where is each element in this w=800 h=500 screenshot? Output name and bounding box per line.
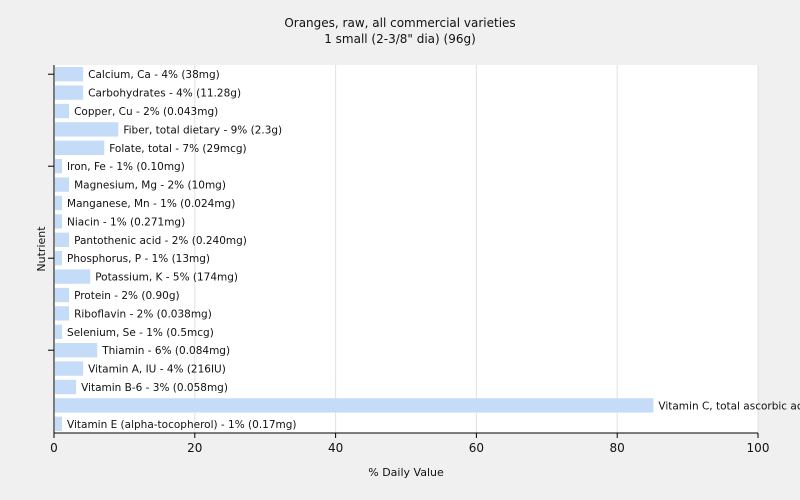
bar-label: Carbohydrates - 4% (11.28g) bbox=[88, 88, 241, 100]
bar bbox=[55, 251, 63, 266]
bar-label: Niacin - 1% (0.271mg) bbox=[67, 216, 185, 228]
x-tick-label: 80 bbox=[610, 441, 625, 455]
bar bbox=[55, 140, 105, 155]
bar bbox=[55, 287, 70, 303]
bar bbox=[55, 195, 63, 211]
bar-label: Riboflavin - 2% (0.038mg) bbox=[74, 308, 212, 320]
bar bbox=[55, 67, 84, 82]
bar bbox=[55, 85, 84, 100]
bar-label: Phosphorus, P - 1% (13mg) bbox=[67, 253, 210, 265]
bar bbox=[55, 177, 70, 192]
x-axis-title: % Daily Value bbox=[368, 466, 444, 479]
bar-label: Potassium, K - 5% (174mg) bbox=[95, 272, 238, 284]
bar bbox=[55, 343, 98, 358]
bar bbox=[55, 398, 654, 413]
y-axis-title: Nutrient bbox=[35, 226, 48, 272]
bar bbox=[55, 379, 77, 395]
plot-area bbox=[54, 65, 758, 433]
bar bbox=[55, 232, 70, 247]
bar bbox=[55, 416, 63, 431]
bar bbox=[55, 361, 84, 376]
bar-label: Protein - 2% (0.90g) bbox=[74, 290, 180, 302]
bar bbox=[55, 103, 70, 119]
chart-title: Oranges, raw, all commercial varieties bbox=[284, 16, 516, 30]
x-tick-label: 20 bbox=[187, 441, 202, 455]
bar bbox=[55, 324, 63, 339]
bar-label: Calcium, Ca - 4% (38mg) bbox=[88, 69, 220, 81]
chart-title-block: Oranges, raw, all commercial varieties 1… bbox=[0, 15, 800, 47]
bar-label: Iron, Fe - 1% (0.10mg) bbox=[67, 161, 185, 173]
axes: 0 20 40 60 80 100 bbox=[48, 65, 769, 455]
bar-label: Magnesium, Mg - 2% (10mg) bbox=[74, 180, 226, 192]
bar bbox=[55, 159, 63, 174]
bar-label: Vitamin B-6 - 3% (0.058mg) bbox=[81, 382, 228, 394]
x-tick-label: 100 bbox=[747, 441, 770, 455]
x-tick-label: 40 bbox=[328, 441, 343, 455]
bar bbox=[55, 306, 70, 321]
bar-label: Manganese, Mn - 1% (0.024mg) bbox=[67, 198, 235, 210]
bar-label: Selenium, Se - 1% (0.5mcg) bbox=[67, 327, 214, 339]
bar-label: Fiber, total dietary - 9% (2.3g) bbox=[123, 124, 282, 136]
bar-label: Folate, total - 7% (29mcg) bbox=[109, 143, 246, 155]
chart-subtitle: 1 small (2-3/8" dia) (96g) bbox=[324, 32, 476, 46]
x-tick-label: 60 bbox=[469, 441, 484, 455]
bar-label: Thiamin - 6% (0.084mg) bbox=[101, 345, 230, 357]
bar bbox=[55, 269, 91, 284]
bar-label: Vitamin A, IU - 4% (216IU) bbox=[88, 364, 226, 376]
bar bbox=[55, 214, 63, 229]
bar bbox=[55, 122, 119, 137]
x-tick-label: 0 bbox=[50, 441, 58, 455]
bar-label: Pantothenic acid - 2% (0.240mg) bbox=[74, 235, 247, 247]
bar-label: Vitamin E (alpha-tocopherol) - 1% (0.17m… bbox=[67, 419, 297, 431]
bars: Calcium, Ca - 4% (38mg) Carbohydrates - 4… bbox=[55, 67, 800, 431]
bar-label: Vitamin C, total ascorbic acid - 85% (51… bbox=[658, 400, 800, 412]
bar-label: Copper, Cu - 2% (0.043mg) bbox=[74, 106, 218, 118]
gridlines bbox=[194, 65, 759, 433]
